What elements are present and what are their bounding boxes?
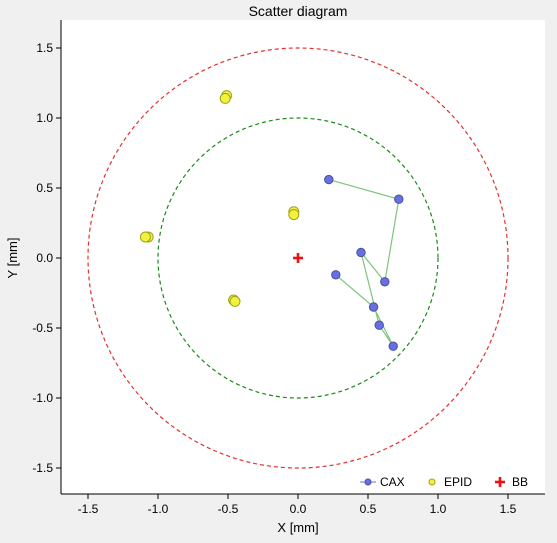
cax-point	[331, 270, 341, 280]
x-tick-label: -0.5	[218, 502, 239, 516]
y-tick-label: -1.0	[32, 391, 53, 405]
epid-point	[229, 295, 241, 307]
legend-item-bb: BB	[495, 475, 528, 489]
chart-title: Scatter diagram	[249, 3, 348, 19]
y-axis-title: Y [mm]	[5, 238, 20, 279]
legend-item-cax: CAX	[360, 475, 405, 489]
x-tick-label: 0.0	[290, 502, 307, 516]
cax-point	[380, 277, 390, 287]
legend-label-cax: CAX	[380, 475, 405, 489]
bb-point	[293, 253, 303, 263]
x-tick-label: 0.5	[360, 502, 377, 516]
legend: CAX EPID BB	[360, 475, 528, 489]
cax-point	[388, 341, 398, 351]
x-tick-label: -1.5	[78, 502, 99, 516]
cax-path	[328, 179, 400, 347]
y-tick-label: 0.0	[36, 251, 53, 265]
legend-cax-marker	[364, 478, 372, 486]
y-tick-label: 0.5	[36, 181, 53, 195]
x-axis-title: X [mm]	[277, 520, 318, 535]
legend-label-epid: EPID	[444, 475, 472, 489]
reference-circles	[87, 47, 509, 469]
epid-point	[139, 231, 151, 243]
x-tick-label: 1.5	[500, 502, 517, 516]
x-tick-label: -1.0	[148, 502, 169, 516]
cax-point	[394, 194, 404, 204]
legend-epid-marker	[428, 478, 436, 486]
y-tick-label: 1.5	[36, 41, 53, 55]
legend-label-bb: BB	[512, 475, 528, 489]
epid-point	[288, 209, 300, 221]
y-tick-label: -1.5	[32, 461, 53, 475]
cax-point	[324, 174, 334, 185]
x-tick-label: 1.0	[430, 502, 447, 516]
legend-item-epid: EPID	[428, 475, 472, 489]
axis-ticks: -1.5 -1.0 -0.5 0.0 0.5 1.0 1.5 1.5 1.0 0.5 0.0 -0.5…	[32, 41, 516, 516]
y-tick-label: -0.5	[32, 321, 53, 335]
cax-point	[356, 247, 366, 258]
cax-point	[374, 320, 384, 330]
data-points	[139, 90, 404, 351]
tolerance-circle-2	[87, 47, 509, 469]
cax-point	[368, 302, 379, 312]
y-tick-label: 1.0	[36, 111, 53, 125]
tolerance-circle-1	[157, 117, 439, 399]
cax-connecting-line	[328, 179, 400, 347]
epid-point	[219, 92, 231, 104]
